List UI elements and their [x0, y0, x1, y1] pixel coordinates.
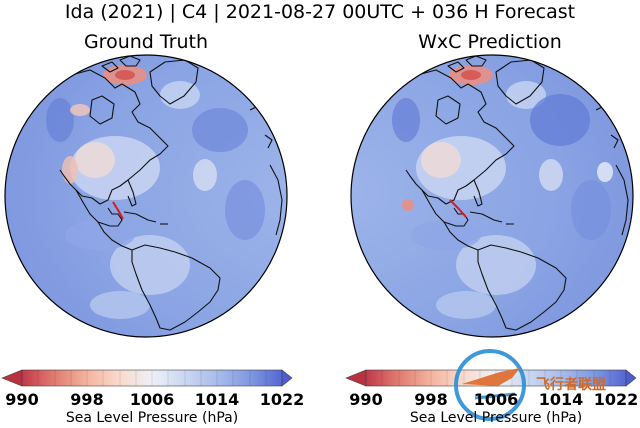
- tick-label: 1022: [259, 390, 305, 409]
- tick-label: 990: [5, 390, 39, 409]
- tick-label: 1006: [129, 390, 175, 409]
- figure-title: Ida (2021) | C4 | 2021-08-27 00UTC + 036…: [64, 1, 576, 23]
- hurricane-track-line: [112, 201, 124, 220]
- colorbar-left: [1, 369, 293, 387]
- tick-label: 1014: [538, 390, 584, 409]
- watermark-text: 飞行者联盟: [536, 377, 606, 393]
- tick-label: 998: [414, 390, 448, 409]
- panel-title-prediction: WxC Prediction: [418, 31, 562, 53]
- tick-label: 1014: [194, 390, 240, 409]
- colorbar-label: Sea Level Pressure (hPa): [409, 410, 583, 426]
- tick-label: 990: [349, 390, 383, 409]
- tick-label: 1006: [473, 390, 519, 409]
- tick-label: 998: [70, 390, 104, 409]
- colorbar-label: Sea Level Pressure (hPa): [65, 410, 239, 426]
- tick-label: 1022: [593, 390, 639, 409]
- panel-title-ground-truth: Ground Truth: [83, 31, 209, 53]
- watermark-logo-icon: [454, 349, 526, 421]
- hurricane-track-line: [449, 199, 467, 218]
